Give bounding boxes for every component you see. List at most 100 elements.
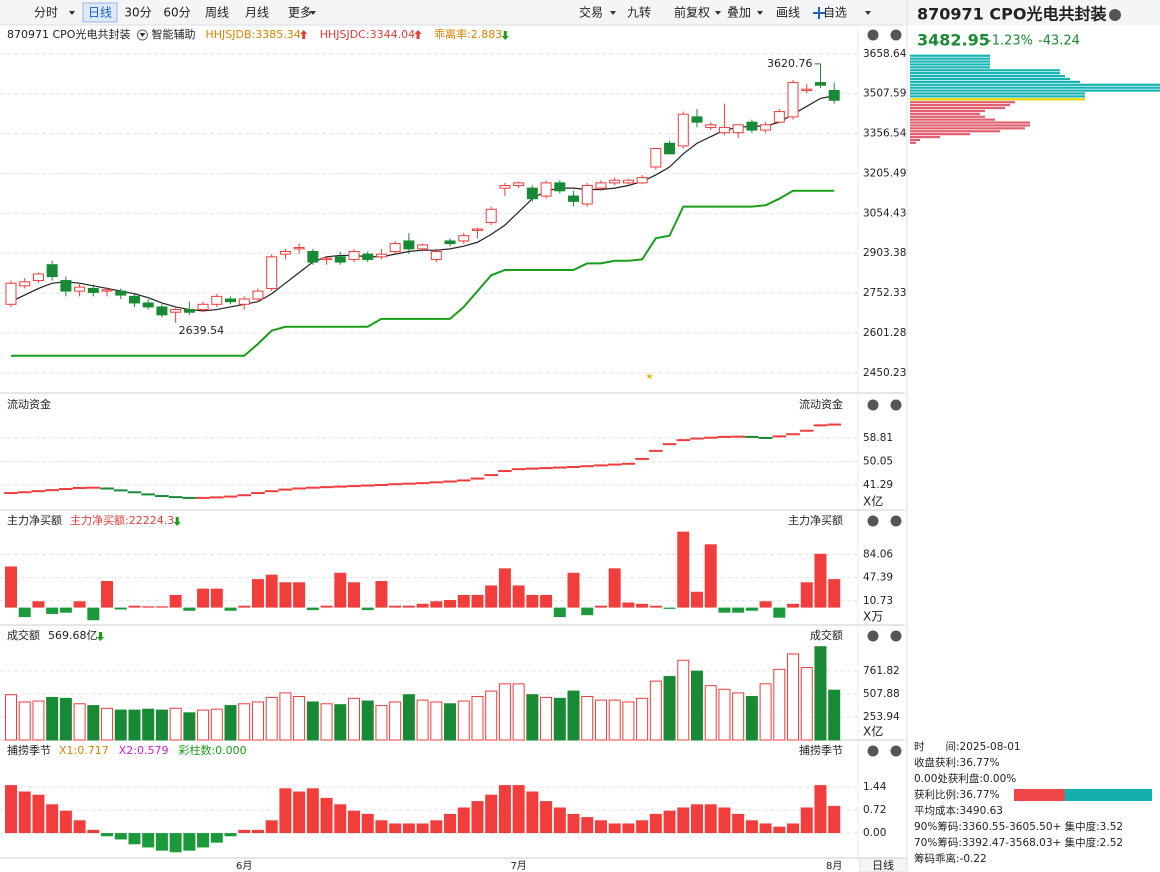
period-tab[interactable]: 日线 — [88, 6, 112, 20]
candle-body — [430, 251, 442, 260]
bar — [581, 607, 594, 616]
panel-title: 成交额 — [7, 628, 40, 642]
bar — [375, 820, 388, 834]
volume-bar — [142, 708, 155, 741]
candle-body — [746, 121, 758, 131]
close-icon[interactable] — [890, 399, 902, 411]
candle-body — [5, 282, 17, 305]
panel-title: 流动资金 — [7, 397, 51, 411]
corner-label[interactable]: 日线 — [872, 858, 894, 872]
bar — [691, 591, 703, 608]
close-icon[interactable] — [890, 29, 902, 41]
tool-button[interactable]: 九转 — [627, 5, 651, 20]
toolbar-bg — [0, 0, 1160, 25]
period-tab[interactable]: 分时 — [34, 6, 58, 20]
chip-bar — [910, 141, 916, 144]
volume-bar — [416, 699, 429, 741]
bar — [293, 791, 306, 834]
volume-bar — [32, 700, 45, 741]
bar — [224, 607, 237, 611]
legend-entry: X2:0.579 — [119, 744, 169, 757]
tool-button[interactable]: 叠加 — [727, 6, 751, 20]
period-tab[interactable]: 60分 — [163, 6, 190, 20]
help-icon[interactable] — [867, 29, 879, 41]
bar — [18, 791, 31, 834]
bar — [828, 805, 841, 834]
bar — [636, 603, 649, 608]
y-tick-label: 1.44 — [863, 781, 887, 793]
volume-bar — [293, 696, 306, 741]
chip-bar — [910, 80, 1080, 83]
period-tab[interactable]: 周线 — [205, 6, 229, 20]
candle-body — [691, 116, 703, 123]
chip-info-line: 70%筹码:3392.47-3568.03+ 集中度:2.52 — [914, 836, 1123, 849]
candle-body — [526, 187, 538, 200]
candle-body — [403, 240, 415, 250]
chip-bar — [910, 121, 1030, 124]
bar — [814, 553, 827, 608]
period-tab[interactable]: 月线 — [245, 6, 269, 20]
candle-body — [19, 281, 31, 287]
legend-entry: HHJSJDB:3385.34 — [205, 28, 300, 41]
info-icon[interactable] — [1109, 9, 1121, 21]
volume-bar — [155, 709, 168, 741]
tool-button[interactable]: 交易 — [579, 5, 603, 20]
candle-body — [814, 82, 826, 86]
help-icon[interactable] — [867, 515, 879, 527]
bar — [787, 603, 800, 608]
candle-body — [389, 243, 401, 253]
bar — [608, 568, 621, 608]
volume-bar — [18, 701, 31, 741]
candle-body — [225, 298, 237, 303]
bar — [553, 607, 566, 618]
candle-body — [87, 287, 99, 293]
assist-toggle[interactable] — [136, 29, 148, 41]
tool-button[interactable]: 画线 — [776, 6, 800, 20]
chip-info-line: 时 间:2025-08-01 — [914, 740, 1021, 753]
volume-bar — [183, 712, 196, 741]
candle-body — [622, 179, 634, 184]
bar — [101, 581, 114, 608]
panel-title: 捕捞季节 — [7, 743, 51, 757]
chip-bar — [910, 60, 990, 63]
period-tab[interactable]: 更多 — [288, 6, 312, 20]
help-icon[interactable] — [867, 745, 879, 757]
bar — [155, 833, 168, 851]
bar — [210, 588, 223, 608]
volume-bar — [553, 697, 566, 741]
bar — [251, 579, 264, 608]
close-icon[interactable] — [890, 630, 902, 642]
bar — [553, 807, 566, 834]
volume-bar — [718, 688, 731, 741]
bar — [498, 785, 511, 834]
candle-body — [636, 177, 648, 184]
chip-bar — [910, 74, 1065, 78]
stock-name: 870971 CPO光电共封装 — [917, 5, 1106, 24]
close-icon[interactable] — [890, 745, 902, 757]
y-tick-label: 0.00 — [863, 827, 886, 839]
volume-bar — [306, 701, 319, 741]
tool-button[interactable]: 前复权 — [674, 5, 710, 20]
candle-body — [362, 253, 374, 260]
bar — [73, 820, 86, 834]
bar — [87, 829, 100, 834]
bar — [101, 833, 114, 837]
bar — [224, 833, 237, 837]
bar — [59, 810, 72, 834]
bar — [416, 603, 429, 608]
help-icon[interactable] — [867, 399, 879, 411]
bar — [773, 826, 786, 834]
period-tab[interactable]: 30分 — [124, 6, 151, 20]
candle-body — [307, 251, 319, 263]
candle-body — [46, 264, 58, 278]
volume-bar — [622, 701, 635, 741]
tool-button[interactable]: 自选 — [823, 6, 847, 20]
help-icon[interactable] — [867, 630, 879, 642]
bar — [732, 813, 745, 834]
chip-bar — [910, 133, 970, 136]
candle-body — [279, 251, 291, 255]
volume-bar — [732, 692, 745, 741]
bar — [183, 607, 196, 611]
close-icon[interactable] — [890, 515, 902, 527]
